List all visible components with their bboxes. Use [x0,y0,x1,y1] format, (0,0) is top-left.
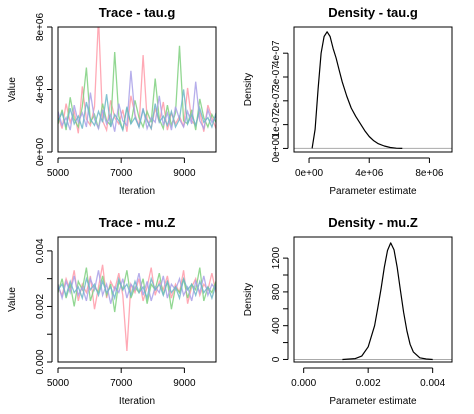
y-axis-label: Value [7,287,18,312]
y-tick-label: 400 [271,317,282,334]
y-tick-label: 0.002 [35,293,46,318]
panel-2: Density - tau.g 0e+00 4e+06 8e+06 Parameter … [243,5,453,197]
x-tick-label: 0.000 [291,378,316,389]
x-axis-label: Iteration [119,186,155,197]
trace-series-2 [58,267,216,313]
x-tick-label: 7000 [110,168,133,179]
x-tick-label: 0e+00 [295,168,324,179]
x-axis-label: Parameter estimate [329,186,417,197]
y-tick-label: 3e-07 [271,64,282,90]
y-tick-label: 8e+06 [35,13,46,42]
trace-series-4 [58,89,216,133]
y-tick-label: 0e+00 [35,138,46,167]
x-tick-label: 9000 [173,168,196,179]
trace-series-3 [58,270,216,304]
plot-frame [293,236,453,363]
y-axis-label: Value [7,77,18,102]
x-tick-label: 0.004 [420,378,445,389]
y-tick-label: 0 [271,356,282,362]
plot-area [294,242,452,361]
y-tick-label: 0.004 [35,238,46,263]
plot-area [58,264,216,351]
plot-area [58,27,216,134]
x-tick-label: 8e+06 [415,168,444,179]
y-tick-label: 0.000 [35,349,46,374]
y-tick-label: 1200 [271,247,282,270]
density-curve [311,31,403,149]
chart-title: Trace - tau.g [99,5,176,20]
panel-3: Trace - mu.Z 5000 7000 9000 Iteration 0.000 0.… [7,215,217,407]
x-tick-label: 5000 [47,378,70,389]
y-axis-label: Density [243,283,254,316]
plot-frame [57,236,217,363]
trace-series-1 [58,264,216,351]
y-tick-label: 4e-07 [271,40,282,66]
chart-title: Density - mu.Z [328,215,418,230]
x-tick-label: 9000 [173,378,196,389]
x-axis-label: Parameter estimate [329,396,417,407]
chart-title: Trace - mu.Z [99,215,176,230]
x-tick-label: 0.002 [356,378,381,389]
plot-frame [293,26,453,153]
panel-1: Trace - tau.g 5000 7000 9000 Iteration 0e+00 4… [7,5,217,197]
y-axis-label: Density [243,73,254,106]
y-tick-label: 1e-07 [271,111,282,137]
x-tick-label: 7000 [110,378,133,389]
x-tick-label: 5000 [47,168,70,179]
plot-frame [57,26,217,153]
trace-series-4 [58,276,216,301]
y-tick-label: 800 [271,283,282,300]
y-tick-label: 0e+00 [271,134,282,163]
x-tick-label: 4e+06 [355,168,384,179]
density-curve [342,242,433,361]
y-tick-label: 4e+06 [35,75,46,104]
plot-area [294,31,452,149]
x-axis-label: Iteration [119,396,155,407]
chart-title: Density - tau.g [328,5,418,20]
y-tick-label: 2e-07 [271,88,282,114]
